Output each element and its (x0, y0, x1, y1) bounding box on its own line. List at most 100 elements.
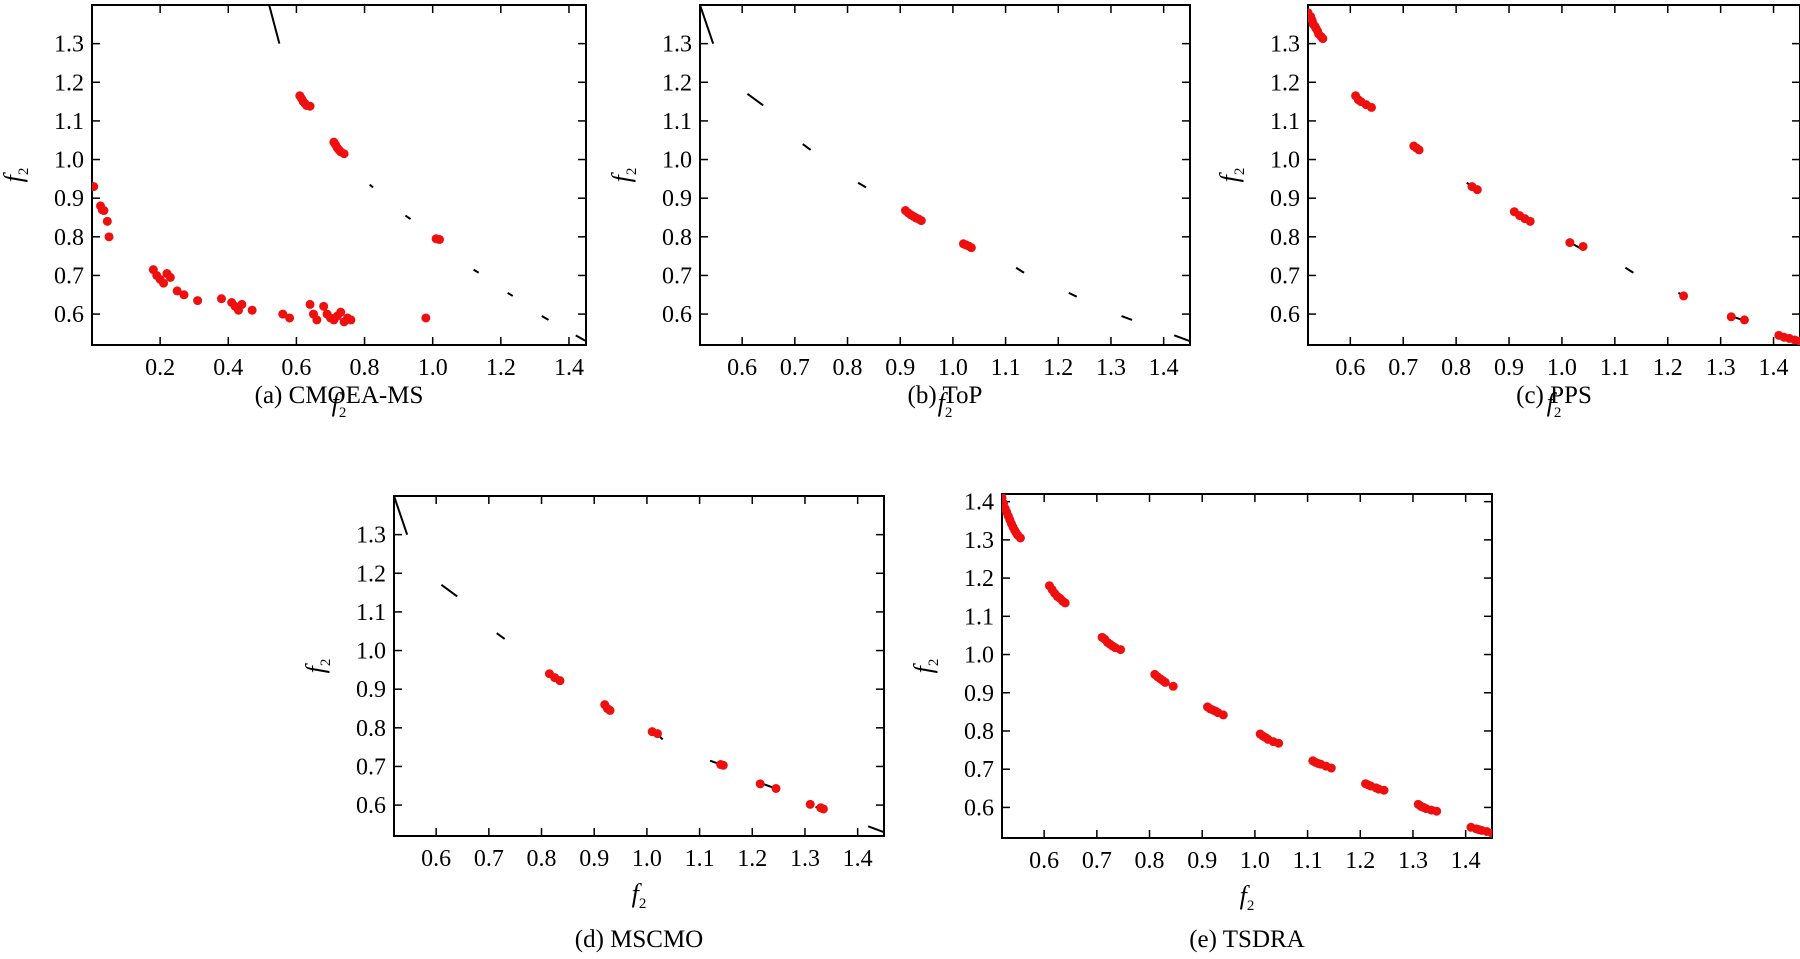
y-tick-label: 1.2 (356, 561, 386, 587)
subplot-caption: (b) ToP (908, 382, 983, 409)
x-tick-label: 0.7 (780, 355, 810, 381)
y-axis-label-main: f (301, 662, 330, 673)
solution-point (1326, 763, 1336, 773)
subplot-a: 0.2 0.4 0.6 0.8 1.0 1.2 1.4 0.6 0.7 0.8 0.9 1.0 1.1 1… (0, 4, 587, 421)
x-axis-label-subscript: 2 (639, 896, 647, 912)
pareto-front-segment (440, 584, 458, 598)
solution-point (1578, 241, 1588, 251)
x-tick-label: 0.6 (1335, 355, 1365, 381)
x-tick-label: 1.4 (1759, 355, 1789, 381)
x-tick-label: 1.0 (1547, 355, 1577, 381)
x-tick-label: 1.4 (1451, 848, 1481, 874)
x-tick-label: 1.4 (554, 355, 584, 381)
solution-point (718, 760, 728, 770)
y-axis-label-subscript: 2 (318, 659, 334, 667)
solution-point (1565, 238, 1575, 248)
y-tick-label: 1.2 (54, 70, 84, 96)
y-tick-label: 0.7 (662, 263, 692, 289)
pareto-front-segment (746, 93, 764, 107)
x-axis-label: f2 (332, 388, 347, 421)
solution-point (966, 243, 976, 253)
y-axis-label-main: f (1215, 171, 1244, 182)
subplot-c: 0.6 0.7 0.8 0.9 1.0 1.1 1.2 1.3 1.4 0.6 0.7 0.8 0.9 1… (1215, 4, 1800, 421)
solution-point (1274, 738, 1284, 748)
solution-point (179, 290, 189, 300)
subplot-d: 0.6 0.7 0.8 0.9 1.0 1.1 1.2 1.3 1.4 0.6 0.7 0.8 0.9 1… (301, 495, 885, 953)
solution-point (1160, 677, 1170, 687)
subplot-caption: (a) CMOEA-MS (255, 382, 424, 409)
plot-area (394, 496, 884, 834)
solution-point (216, 294, 226, 304)
solution-point (1116, 645, 1126, 655)
pareto-front-segment (857, 181, 867, 189)
y-axis-label-subscript: 2 (624, 168, 640, 176)
y-axis-label-main: f (607, 171, 636, 182)
solution-point (1739, 315, 1749, 325)
pareto-front-segment (1624, 266, 1634, 274)
solution-point (1726, 312, 1736, 322)
y-tick-label: 1.0 (54, 148, 84, 174)
y-tick-label: 1.0 (662, 148, 692, 174)
solution-point (1168, 681, 1178, 691)
y-tick-label: 0.9 (54, 186, 84, 212)
y-tick-label: 1.1 (662, 109, 692, 135)
x-tick-label: 1.0 (632, 846, 662, 872)
x-tick-label: 1.1 (1600, 355, 1630, 381)
y-axis-label: f2 (0, 168, 32, 183)
pareto-front-segment (541, 315, 550, 321)
x-tick-label: 0.4 (213, 355, 243, 381)
solution-point (1525, 216, 1535, 226)
x-axis-label-main: f (938, 388, 949, 417)
y-tick-label: 0.7 (356, 754, 386, 780)
solution-point (319, 301, 329, 311)
x-tick-label: 0.8 (527, 846, 557, 872)
y-tick-label: 0.6 (356, 793, 386, 819)
y-tick-label: 1.3 (964, 528, 994, 554)
y-tick-label: 1.0 (356, 639, 386, 665)
solution-point (555, 676, 565, 686)
x-tick-label: 0.7 (474, 846, 504, 872)
pareto-front-segment (802, 143, 812, 151)
pareto-front-segment (700, 5, 715, 44)
x-axis-label: f2 (1547, 388, 1562, 421)
x-axis-label-subscript: 2 (945, 405, 953, 421)
y-tick-label: 0.9 (662, 186, 692, 212)
solution-point (99, 206, 109, 216)
y-axis-label: f2 (1215, 168, 1248, 183)
solution-point (1432, 806, 1442, 816)
pareto-front-segment (473, 268, 480, 274)
x-tick-label: 0.6 (727, 355, 757, 381)
pareto-front-segment (507, 291, 514, 297)
y-tick-label: 0.6 (964, 795, 994, 821)
x-tick-label: 1.3 (790, 846, 820, 872)
x-tick-label: 1.2 (1653, 355, 1683, 381)
x-axis-label-main: f (1547, 388, 1558, 417)
x-tick-label: 0.6 (1029, 848, 1059, 874)
x-axis-label-subscript: 2 (1247, 898, 1255, 914)
x-tick-label: 1.2 (486, 355, 516, 381)
x-tick-label: 1.2 (1345, 848, 1375, 874)
axes-frame (699, 4, 1191, 346)
x-tick-label: 1.0 (938, 355, 968, 381)
subplot-caption: (d) MSCMO (575, 926, 704, 953)
solution-point (652, 729, 662, 739)
x-tick-label: 1.2 (1043, 355, 1073, 381)
y-axis-label-subscript: 2 (16, 168, 32, 176)
y-tick-label: 1.2 (1270, 70, 1300, 96)
y-tick-label: 0.9 (1270, 186, 1300, 212)
solution-point (237, 299, 247, 309)
x-tick-label: 0.8 (1441, 355, 1471, 381)
y-tick-label: 1.3 (356, 523, 386, 549)
plot-area (1002, 494, 1492, 838)
solution-point (916, 216, 926, 226)
plot-area (700, 5, 1190, 343)
x-tick-label: 0.7 (1082, 848, 1112, 874)
solution-point (1366, 102, 1376, 112)
y-axis-label-main: f (0, 171, 28, 182)
solution-point (1472, 185, 1482, 195)
y-tick-label: 0.8 (662, 225, 692, 251)
x-axis-label-subscript: 2 (1554, 405, 1562, 421)
solution-point (605, 705, 615, 715)
y-tick-label: 1.3 (1270, 32, 1300, 58)
